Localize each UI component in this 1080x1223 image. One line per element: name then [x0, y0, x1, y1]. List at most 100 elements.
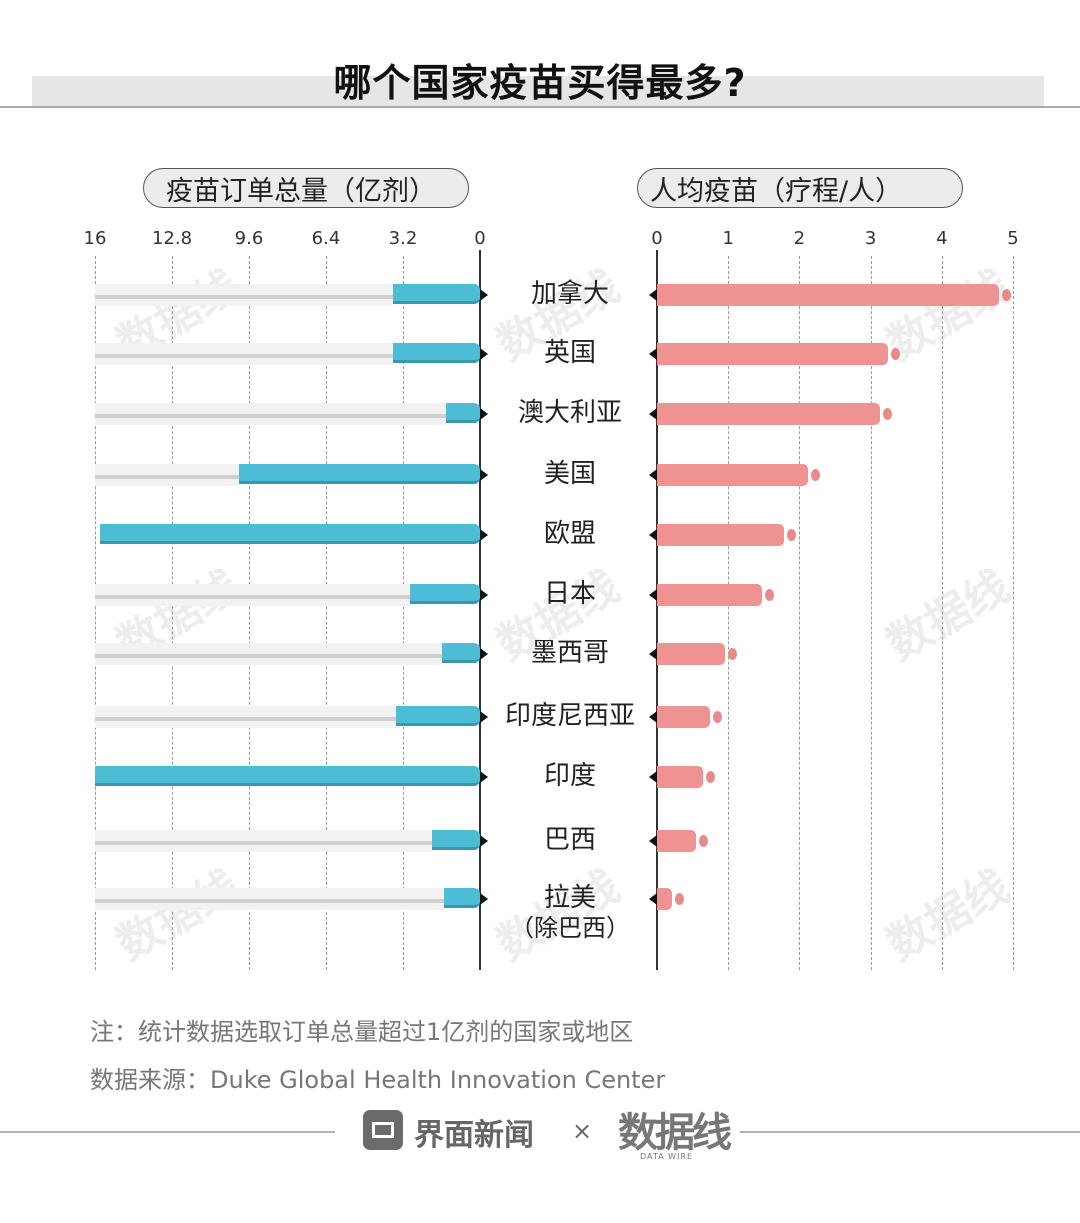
left-axis-tick: 6.4 — [311, 228, 341, 249]
arrow-right-icon — [480, 648, 488, 660]
arrow-right-icon — [480, 893, 488, 905]
right-axis-tick: 3 — [864, 228, 877, 249]
left-axis-tick: 9.6 — [234, 228, 264, 249]
arrow-left-icon — [649, 348, 657, 360]
arrow-left-icon — [649, 835, 657, 847]
note-text: 注：统计数据选取订单总量超过1亿剂的国家或地区 — [90, 1018, 634, 1046]
category-label: 澳大利亚 — [488, 398, 652, 428]
left-gridline — [249, 256, 250, 970]
bar-end-dot — [674, 893, 684, 905]
watermark-text: 数据线 — [108, 860, 249, 971]
arrow-left-icon — [649, 648, 657, 660]
right-bar-英国 — [657, 343, 889, 365]
arrow-right-icon — [480, 469, 488, 481]
left-bar-track — [95, 403, 447, 425]
right-bar-印度尼西亚 — [657, 706, 710, 728]
right-gridline — [799, 256, 801, 970]
arrow-right-icon — [480, 835, 488, 847]
right-axis-tick: 0 — [651, 228, 663, 249]
category-label: 墨西哥 — [488, 638, 652, 668]
watermark-text: 数据线 — [878, 860, 1019, 971]
left-gridline — [403, 256, 404, 970]
left-bar-英国 — [393, 343, 480, 363]
category-name: 巴西 — [543, 825, 596, 855]
brand-name: 界面新闻 — [414, 1118, 534, 1153]
left-bar-巴西 — [431, 830, 480, 850]
arrow-left-icon — [649, 589, 657, 601]
category-name: 澳大利亚 — [517, 398, 622, 428]
right-bar-澳大利亚 — [657, 403, 880, 425]
left-bar-拉美 — [443, 888, 480, 908]
arrow-left-icon — [649, 408, 657, 420]
left-axis-tick: 12.8 — [151, 228, 193, 249]
right-axis-tick: 2 — [793, 228, 806, 249]
left-bar-印度尼西亚 — [395, 706, 480, 726]
category-name: 拉美 — [543, 883, 596, 913]
arrow-right-icon — [480, 348, 488, 360]
category-label: 欧盟 — [488, 519, 652, 549]
left-bar-墨西哥 — [441, 643, 480, 663]
left-axis-line — [479, 250, 481, 970]
category-name: 印度 — [543, 761, 596, 791]
jiemian-logo-icon — [363, 1110, 403, 1150]
bar-end-dot — [712, 711, 722, 723]
right-gridline — [1013, 256, 1014, 970]
bar-end-dot — [882, 408, 892, 420]
arrow-left-icon — [649, 771, 657, 783]
left-gridline — [326, 256, 327, 970]
source-text: 数据来源：Duke Global Health Innovation Cente… — [90, 1066, 666, 1094]
category-label: 印度 — [488, 761, 652, 791]
right-axis-tick: 5 — [1007, 228, 1019, 249]
left-bar-track — [95, 584, 411, 606]
left-bar-track — [95, 284, 394, 306]
right-gridline — [941, 256, 943, 970]
category-label: 美国 — [488, 459, 652, 489]
bar-end-dot — [810, 469, 820, 481]
category-name: 美国 — [543, 459, 596, 489]
right-bar-拉美 — [657, 888, 672, 910]
title-band — [32, 76, 1044, 106]
watermark-text: 数据线 — [878, 560, 1019, 671]
left-panel-label: 疫苗订单总量（亿剂） — [143, 168, 469, 208]
left-bar-track — [95, 706, 396, 728]
title-rule — [0, 106, 1080, 108]
right-axis-line — [656, 250, 658, 970]
arrow-left-icon — [649, 469, 657, 481]
right-gridline — [728, 256, 730, 970]
bar-end-dot — [699, 835, 709, 847]
arrow-right-icon — [480, 408, 488, 420]
bar-end-dot — [706, 771, 716, 783]
category-name: 欧盟 — [543, 519, 596, 549]
bar-end-dot — [891, 348, 901, 360]
arrow-right-icon — [480, 289, 488, 301]
category-label: 加拿大 — [488, 279, 652, 309]
left-axis-tick: 0 — [474, 228, 486, 249]
right-gridline — [870, 256, 872, 970]
right-bar-欧盟 — [657, 524, 784, 546]
datawire-logo-subtitle: DATA WIRE — [640, 1152, 694, 1161]
left-bar-澳大利亚 — [446, 403, 480, 423]
arrow-left-icon — [649, 893, 657, 905]
right-bar-日本 — [657, 584, 762, 606]
category-name: 印度尼西亚 — [504, 701, 635, 731]
left-bar-track — [95, 464, 240, 486]
arrow-left-icon — [649, 711, 657, 723]
bar-end-dot — [786, 529, 796, 541]
category-label: 英国 — [488, 338, 652, 368]
arrow-left-icon — [649, 529, 657, 541]
category-name: 墨西哥 — [530, 638, 609, 668]
footer-rule-left — [0, 1131, 335, 1133]
footer-rule-right — [740, 1131, 1080, 1133]
left-bar-track — [95, 888, 444, 910]
right-axis-tick: 4 — [936, 228, 948, 249]
arrow-right-icon — [480, 771, 488, 783]
left-gridline — [172, 256, 173, 970]
left-bar-track — [95, 643, 442, 665]
right-panel-label: 人均疫苗（疗程/人） — [637, 168, 963, 208]
right-bar-印度 — [657, 766, 704, 788]
category-label: 日本 — [488, 579, 652, 609]
category-label: 巴西 — [488, 825, 652, 855]
right-bar-巴西 — [657, 830, 697, 852]
left-bar-track — [95, 830, 432, 852]
left-bar-track — [95, 343, 394, 365]
